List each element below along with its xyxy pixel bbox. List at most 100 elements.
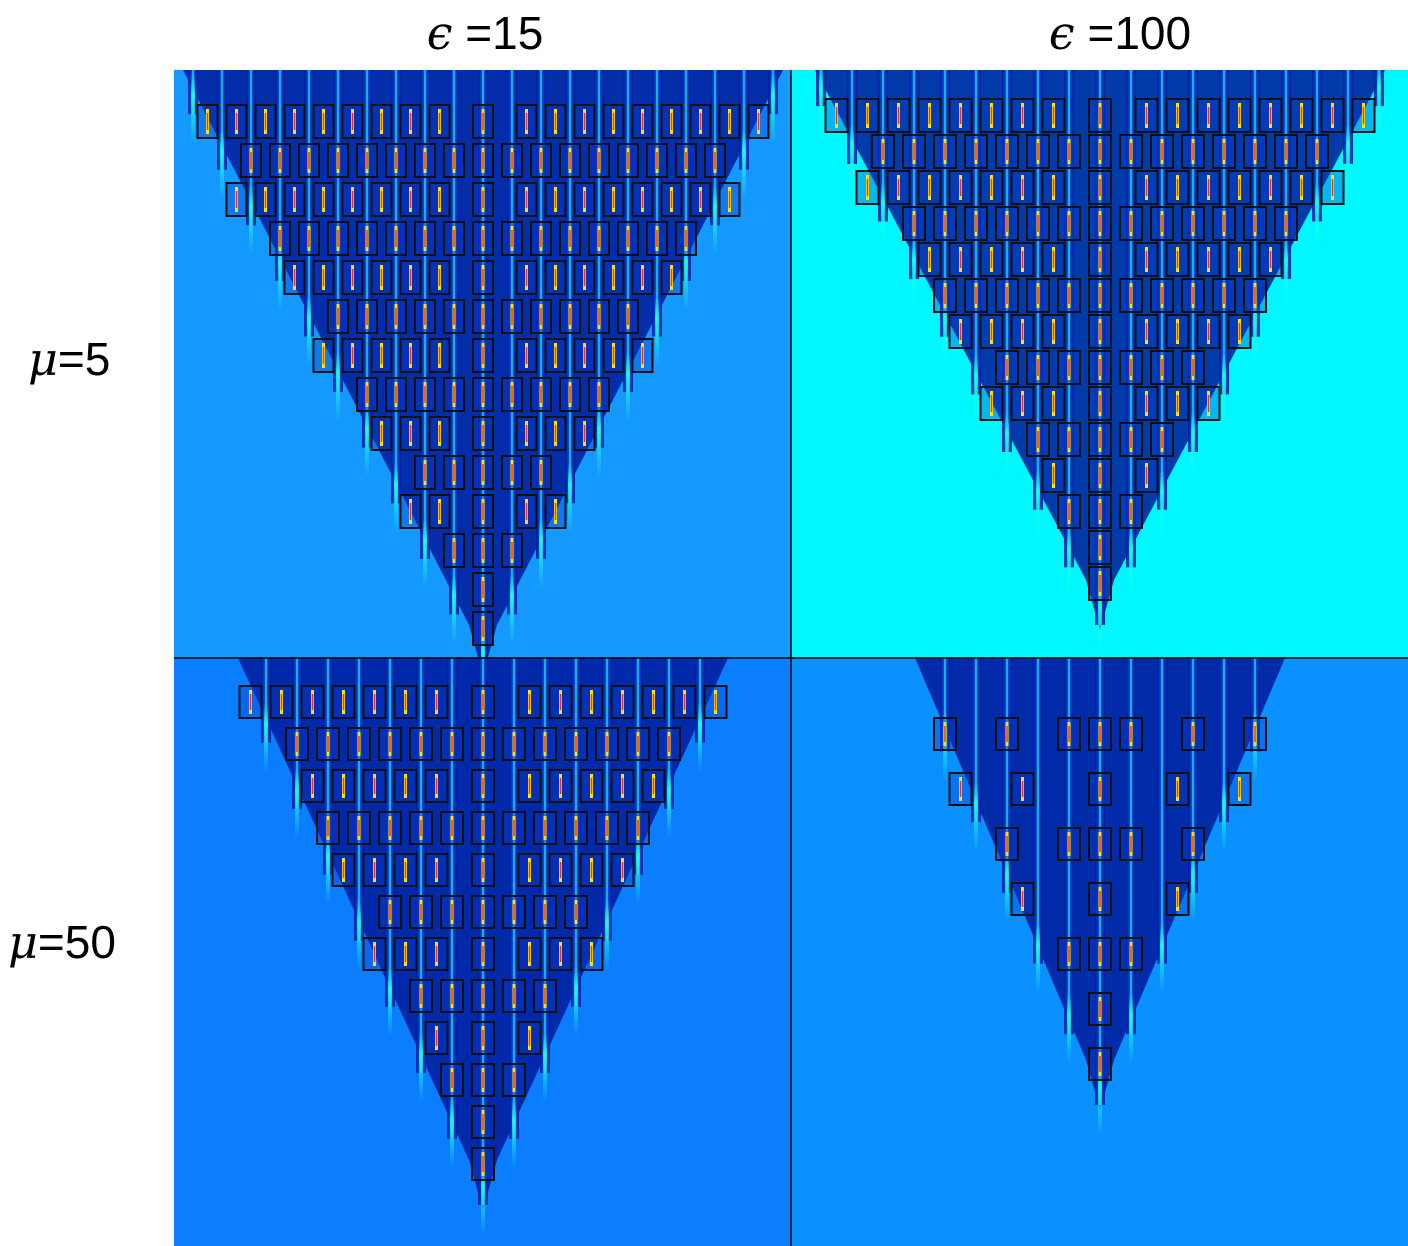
- wave-tail: [1222, 354, 1226, 425]
- wave-tail: [771, 74, 775, 145]
- scatterer-box: [610, 685, 635, 719]
- scatterer-box: [472, 611, 494, 646]
- scatterer-box: [995, 350, 1019, 385]
- scatterer-box: [1088, 1047, 1112, 1081]
- scatterer-box: [1088, 772, 1112, 806]
- wave-channel: [540, 658, 550, 1073]
- scatterer-box: [1119, 494, 1143, 529]
- scatterer-box: [1196, 314, 1221, 349]
- scatterer-box: [588, 221, 610, 256]
- wave-channel: [1281, 70, 1291, 280]
- scatterer-box: [370, 260, 393, 295]
- scatterer-box: [472, 338, 494, 373]
- wave-tail: [481, 1165, 485, 1235]
- scatterer-box: [502, 1063, 526, 1097]
- scatterer-box: [564, 895, 588, 929]
- scatterer-box: [471, 811, 495, 845]
- scatterer-box: [472, 104, 494, 139]
- scatterer-box: [1212, 206, 1236, 241]
- scatterer-box: [472, 494, 494, 529]
- scatterer-box: [362, 937, 387, 971]
- scatterer-box: [672, 685, 697, 719]
- wave-channel: [565, 70, 575, 504]
- scatterer-box: [610, 853, 635, 887]
- wave-tail: [539, 518, 543, 589]
- wave-tail: [357, 900, 361, 971]
- scatterer-box: [1088, 242, 1112, 277]
- scatterer-box: [472, 260, 494, 295]
- scatterer-box: [964, 206, 988, 241]
- wave-tail: [1067, 527, 1071, 598]
- scatterer-box: [646, 221, 668, 256]
- scatterer-box: [515, 494, 538, 529]
- scatterer-box: [1088, 717, 1112, 751]
- scatterer-box: [347, 727, 371, 761]
- wave-tail: [543, 1032, 547, 1103]
- scatterer-box: [559, 377, 581, 412]
- scatterer-box: [393, 853, 418, 887]
- scatterer-box: [269, 143, 291, 178]
- scatterer-box: [1088, 937, 1112, 971]
- scatterer-box: [1119, 206, 1143, 241]
- scatterer-box: [1010, 98, 1035, 133]
- scatterer-box: [1057, 494, 1081, 529]
- scatterer-box: [501, 377, 523, 412]
- wave-tail: [1191, 852, 1195, 923]
- scatterer-box: [515, 338, 538, 373]
- scatterer-box: [312, 338, 335, 373]
- scatterer-box: [948, 170, 973, 205]
- scatterer-box: [471, 685, 495, 719]
- wave-tail: [626, 352, 630, 423]
- scatterer-box: [544, 260, 567, 295]
- wave-tail: [1222, 782, 1226, 853]
- scatterer-box: [1088, 350, 1112, 385]
- scatterer-box: [472, 416, 494, 451]
- scatterer-box: [300, 769, 325, 803]
- scatterer-box: [471, 895, 495, 929]
- wave-channel: [1095, 658, 1105, 1105]
- scatterer-box: [610, 769, 635, 803]
- scatterer-box: [631, 338, 654, 373]
- scatterer-box: [443, 299, 465, 334]
- wave-tail: [1191, 412, 1195, 483]
- wave-channel: [1219, 658, 1229, 823]
- scatterer-box: [440, 895, 464, 929]
- wave-channel: [449, 70, 459, 615]
- scatterer-box: [472, 182, 494, 217]
- scatterer-box: [1010, 882, 1035, 916]
- scatterer-box: [657, 727, 681, 761]
- scatterer-box: [501, 221, 523, 256]
- scatterer-box: [544, 182, 567, 217]
- scatterer-box: [1088, 206, 1112, 241]
- scatterer-box: [1088, 422, 1112, 457]
- wave-channel: [971, 658, 981, 823]
- scatterer-box: [995, 278, 1019, 313]
- scatterer-box: [1010, 386, 1035, 421]
- wave-channel: [602, 658, 612, 941]
- scatterer-box: [588, 377, 610, 412]
- scatterer-box: [285, 727, 309, 761]
- scatterer-box: [471, 1105, 495, 1139]
- scatterer-box: [428, 338, 451, 373]
- scatterer-box: [1134, 170, 1159, 205]
- scatterer-box: [544, 494, 567, 529]
- scatterer-box: [443, 533, 465, 568]
- scatterer-box: [1181, 827, 1205, 861]
- scatterer-box: [548, 769, 573, 803]
- scatterer-box: [370, 104, 393, 139]
- scatterer-box: [414, 221, 436, 256]
- scatterer-box: [1026, 134, 1050, 169]
- scatterer-box: [1181, 134, 1205, 169]
- scatterer-box: [502, 811, 526, 845]
- scatterer-box: [312, 260, 335, 295]
- wave-tail: [819, 70, 823, 137]
- scatterer-box: [1010, 772, 1035, 806]
- scatterer-box: [948, 314, 973, 349]
- scatterer-box: [933, 717, 957, 751]
- scatterer-box: [472, 533, 494, 568]
- scatterer-box: [399, 416, 422, 451]
- scatterer-box: [414, 143, 436, 178]
- scatterer-box: [533, 895, 557, 929]
- wave-channel: [940, 70, 950, 337]
- scatterer-box: [298, 221, 320, 256]
